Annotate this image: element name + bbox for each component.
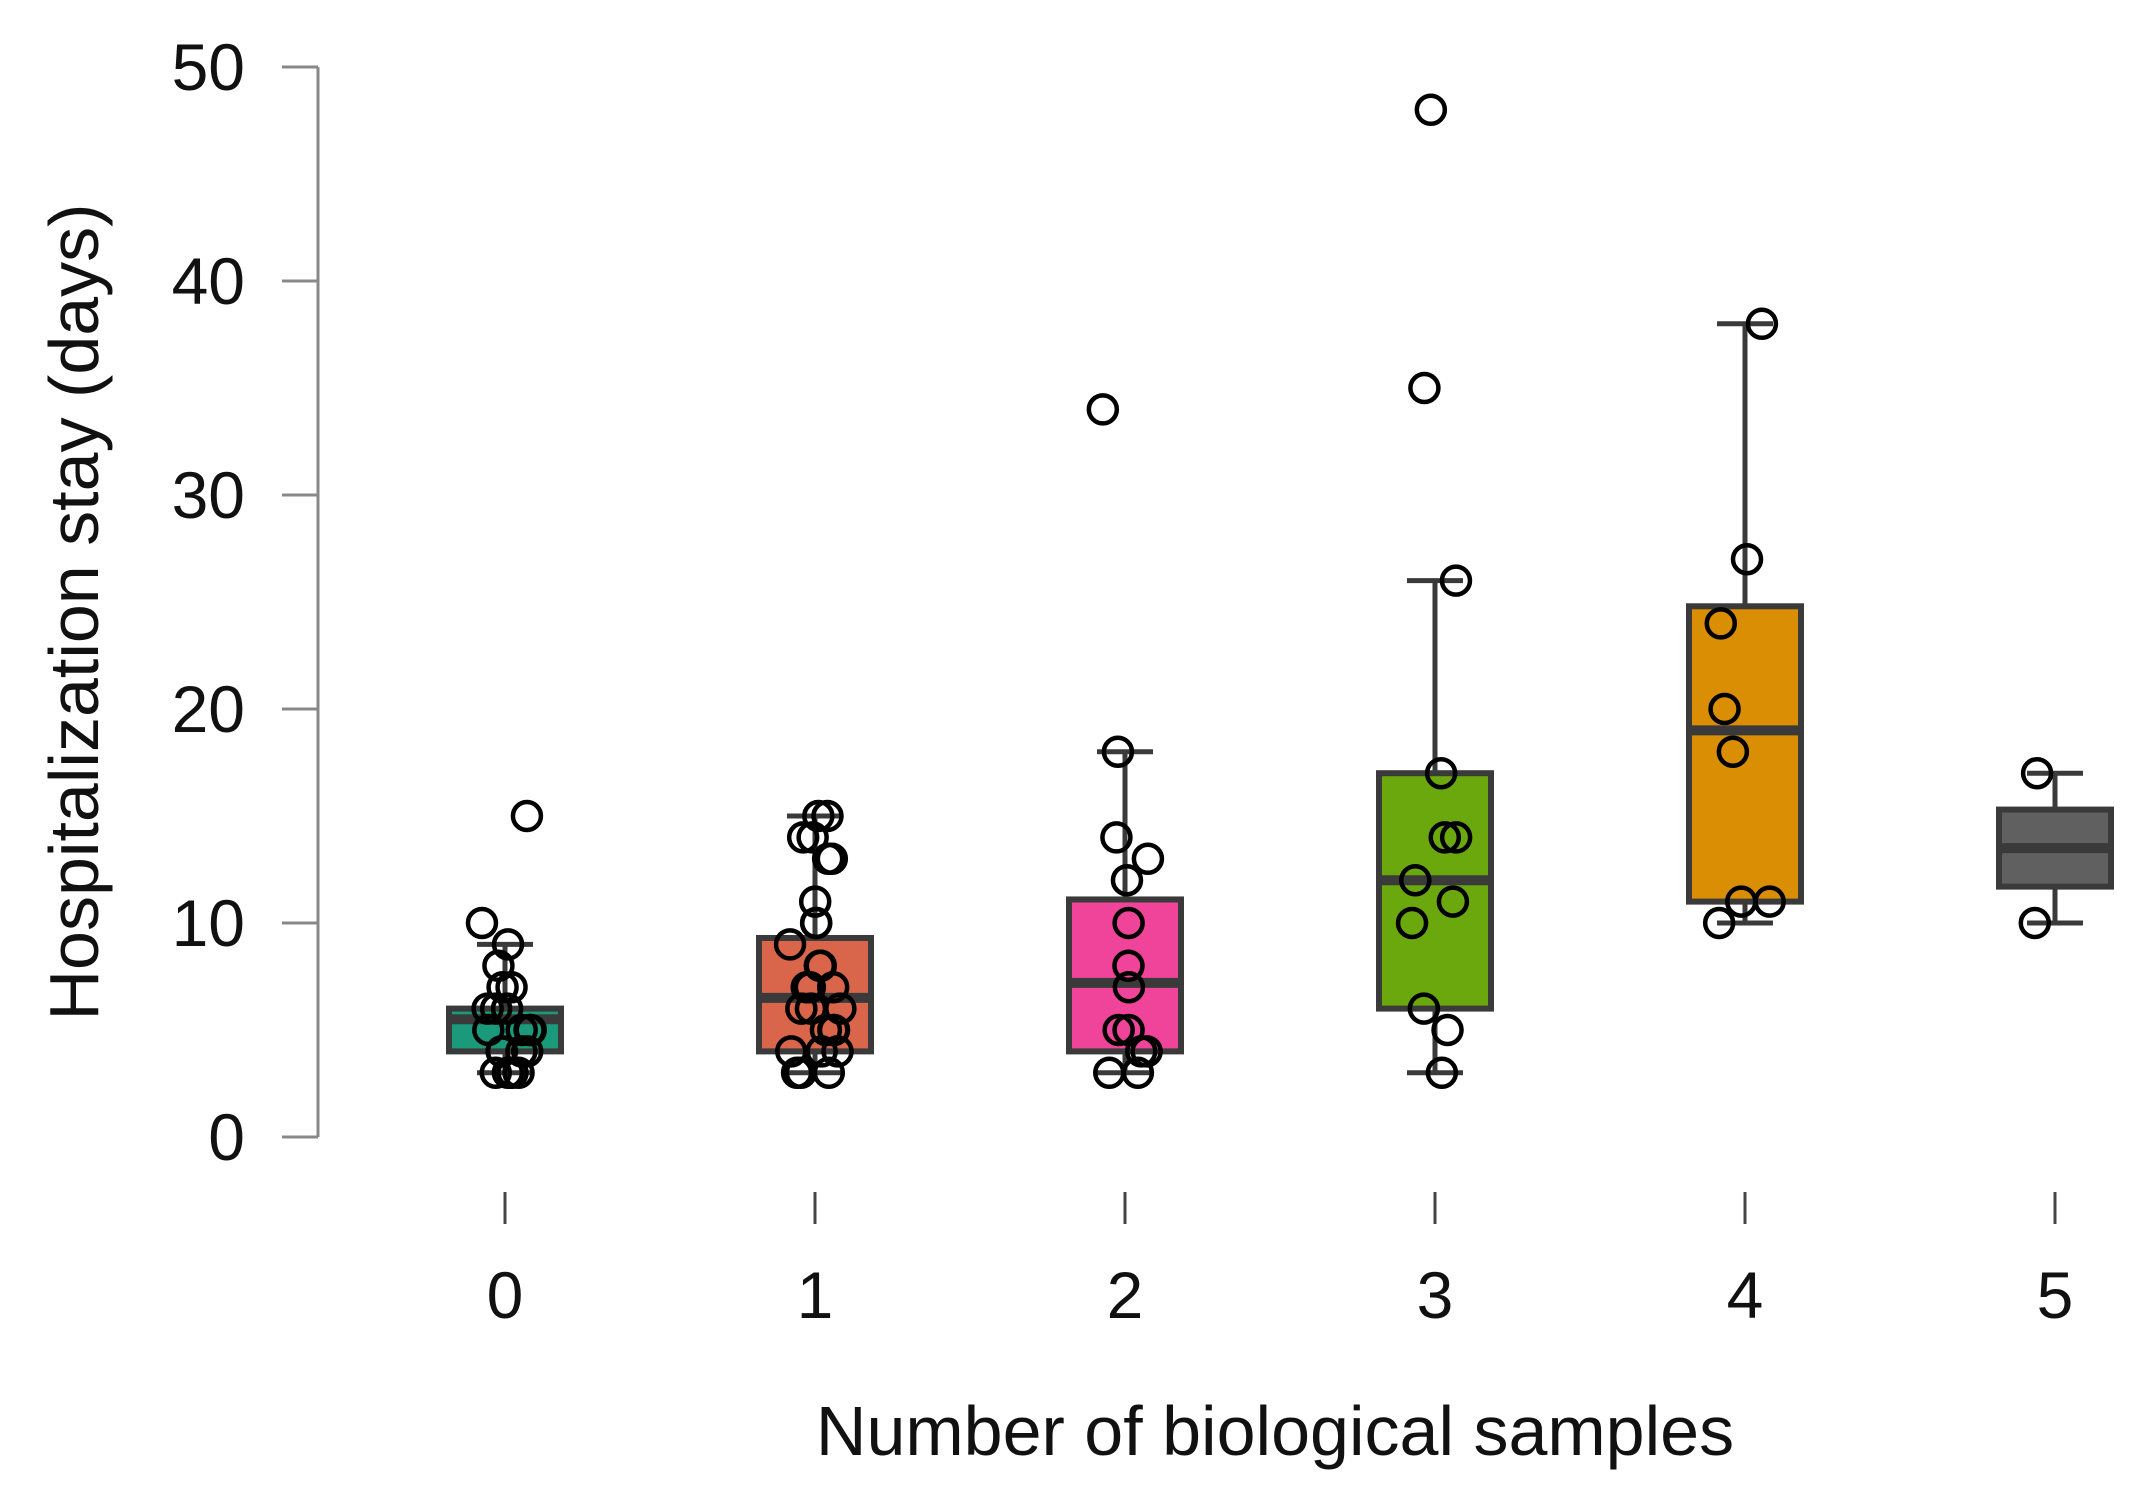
box-iqr-3: [1376, 770, 1494, 1012]
data-point-0-5: [495, 970, 528, 1004]
x-tick-label-4: 4: [1727, 1258, 1764, 1332]
data-point-2-11: [1124, 1035, 1158, 1068]
data-point-4-4: [1716, 735, 1750, 769]
data-point-1-23: [821, 1035, 854, 1068]
y-tick-label-40: 40: [172, 244, 245, 318]
box-group-layer: [446, 93, 2114, 1090]
x-tick-label-3: 3: [1417, 1258, 1454, 1332]
data-point-1-26: [780, 1056, 814, 1090]
x-axis: 0 1 2 3 4 5: [487, 1192, 2074, 1332]
data-point-0-4: [486, 970, 519, 1004]
data-point-2-6: [1112, 949, 1145, 983]
data-point-1-16: [785, 992, 818, 1025]
data-point-4-0: [1745, 307, 1779, 341]
y-axis-title: Hospitalization stay (days): [35, 204, 113, 1021]
data-point-2-3: [1131, 842, 1165, 876]
data-point-1-14: [790, 970, 823, 1004]
box-group-1: [756, 799, 874, 1090]
data-point-1-1: [802, 799, 835, 833]
data-point-3-1: [1408, 371, 1441, 405]
y-tick-label-50: 50: [172, 30, 245, 104]
y-tick-label-30: 30: [172, 458, 245, 532]
data-point-0-15: [510, 1035, 544, 1068]
x-tick-label-0: 0: [487, 1258, 524, 1332]
data-point-3-6: [1399, 863, 1432, 897]
data-point-5-0: [2020, 756, 2054, 790]
data-point-1-0: [811, 799, 844, 833]
data-point-1-25: [812, 1056, 846, 1090]
y-axis: 0 10 20 30 40 50: [172, 30, 320, 1174]
box-group-0: [446, 799, 564, 1090]
data-point-1-6: [798, 885, 832, 918]
data-point-0-19: [502, 1056, 535, 1090]
box-group-5: [1996, 756, 2114, 940]
data-point-2-0: [1086, 393, 1120, 426]
data-point-5-1: [2018, 906, 2052, 940]
data-point-3-2: [1439, 564, 1473, 597]
data-point-3-4: [1439, 821, 1473, 854]
data-point-1-9: [773, 928, 807, 961]
data-point-4-6: [1725, 885, 1758, 918]
x-tick-label-1: 1: [797, 1258, 834, 1332]
data-point-1-8: [799, 906, 833, 940]
data-point-1-3: [786, 821, 820, 854]
data-point-0-6: [471, 992, 504, 1025]
data-point-0-18: [479, 1056, 513, 1090]
data-point-0-10: [505, 1013, 538, 1047]
y-tick-label-10: 10: [172, 886, 245, 960]
box-group-3: [1376, 93, 1494, 1090]
data-point-4-3: [1708, 692, 1741, 726]
data-point-2-13: [1121, 1056, 1155, 1090]
data-point-0-1: [465, 906, 499, 940]
data-point-3-7: [1436, 885, 1470, 918]
data-point-3-3: [1424, 756, 1458, 790]
data-point-2-4: [1110, 863, 1144, 897]
y-tick-label-0: 0: [208, 1100, 245, 1174]
data-point-2-2: [1100, 821, 1133, 854]
data-point-2-9: [1102, 1013, 1135, 1047]
data-point-1-5: [811, 842, 845, 876]
data-point-3-10: [1431, 1013, 1464, 1047]
data-point-4-2: [1704, 607, 1738, 640]
x-axis-title: Number of biological samples: [816, 1392, 1734, 1470]
data-point-1-22: [805, 1035, 838, 1068]
box-group-2: [1066, 393, 1184, 1090]
data-point-2-1: [1101, 735, 1135, 769]
data-point-4-7: [1702, 906, 1736, 940]
x-tick-label-2: 2: [1107, 1258, 1144, 1332]
data-point-0-8: [490, 992, 524, 1025]
data-point-4-1: [1730, 542, 1764, 576]
data-point-0-0: [510, 799, 544, 833]
data-point-1-2: [796, 821, 829, 854]
box-group-4: [1686, 307, 1804, 940]
data-point-0-7: [479, 992, 513, 1025]
y-tick-label-20: 20: [172, 672, 245, 746]
data-point-3-11: [1425, 1056, 1459, 1090]
data-point-3-8: [1395, 906, 1429, 940]
data-point-3-9: [1407, 992, 1441, 1025]
data-point-2-5: [1112, 906, 1145, 940]
x-tick-label-5: 5: [2037, 1258, 2074, 1332]
data-point-3-0: [1414, 93, 1448, 127]
data-point-2-7: [1112, 970, 1146, 1004]
data-point-3-5: [1428, 821, 1462, 854]
data-point-0-20: [491, 1056, 525, 1090]
